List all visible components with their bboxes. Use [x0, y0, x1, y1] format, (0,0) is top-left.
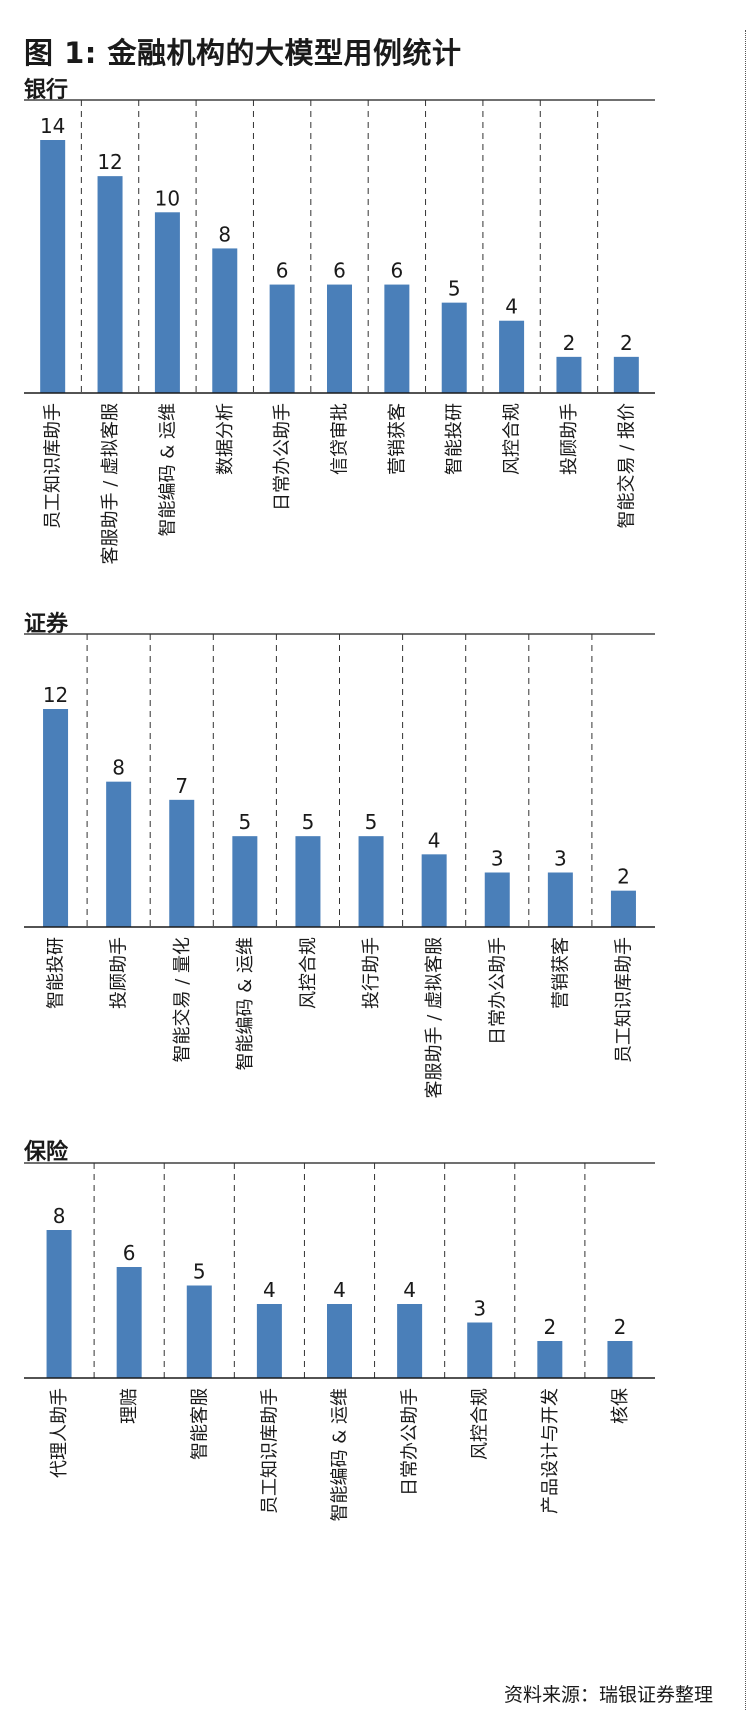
- source-note: 资料来源：瑞银证券整理: [503, 1684, 713, 1706]
- sec-bar: [421, 854, 447, 927]
- sec-bar: [295, 836, 321, 927]
- sec-value-label: 4: [428, 828, 441, 852]
- insurance-section-title: 保险: [24, 1140, 69, 1165]
- sec-value-label: 3: [491, 847, 504, 871]
- ins-category-label: 风控合规: [470, 1388, 491, 1460]
- bank-value-label: 6: [390, 259, 403, 283]
- ins-bar: [397, 1304, 423, 1378]
- bank-category-label: 客服助手 / 虚拟客服: [100, 403, 121, 565]
- bank-category-label: 信贷审批: [330, 403, 351, 475]
- ins-bar: [607, 1341, 633, 1378]
- sec-value-label: 5: [302, 810, 315, 834]
- bank-value-label: 8: [218, 222, 231, 246]
- bank-bar: [441, 302, 467, 393]
- sec-category-label: 营销获客: [550, 937, 571, 1009]
- ins-category-label: 代理人助手: [49, 1388, 70, 1478]
- ins-value-label: 4: [403, 1278, 416, 1302]
- sec-bar: [43, 709, 69, 927]
- sec-category-label: 智能交易 / 量化: [172, 937, 193, 1063]
- ins-bar: [46, 1230, 72, 1378]
- sec-category-label: 客服助手 / 虚拟客服: [424, 937, 445, 1099]
- sec-bar: [232, 836, 258, 927]
- sec-bar: [106, 781, 132, 927]
- sec-value-label: 3: [554, 847, 567, 871]
- bank-bar: [556, 356, 582, 393]
- sec-bar: [169, 799, 195, 927]
- ins-value-label: 2: [614, 1315, 627, 1339]
- bank-category-label: 投顾助手: [559, 403, 580, 475]
- bank-bar: [384, 284, 410, 393]
- bank-bar: [97, 176, 123, 393]
- securities-section-title: 证券: [24, 612, 69, 637]
- ins-category-label: 智能编码 & 运维: [330, 1388, 351, 1521]
- bank-section-title: 银行: [24, 78, 69, 103]
- ins-category-label: 理赔: [119, 1388, 140, 1424]
- ins-value-label: 8: [53, 1204, 66, 1228]
- bank-bar: [269, 284, 295, 393]
- sec-category-label: 风控合规: [298, 937, 319, 1009]
- sec-category-label: 投顾助手: [109, 937, 130, 1009]
- sec-value-label: 2: [617, 865, 630, 889]
- bank-category-label: 智能投研: [444, 403, 465, 475]
- ins-bar: [256, 1304, 282, 1378]
- bank-category-label: 员工知识库助手: [43, 403, 64, 529]
- bank-category-label: 日常办公助手: [272, 403, 293, 511]
- ins-value-label: 5: [193, 1260, 206, 1284]
- sec-category-label: 智能投研: [46, 937, 67, 1009]
- ins-category-label: 员工知识库助手: [259, 1388, 280, 1514]
- sec-bar: [484, 872, 510, 927]
- ins-bar: [537, 1341, 563, 1378]
- sec-category-label: 员工知识库助手: [613, 937, 634, 1063]
- bank-bar: [40, 140, 66, 393]
- bank-bar: [212, 248, 238, 393]
- sec-value-label: 5: [365, 810, 378, 834]
- bank-bar: [613, 356, 639, 393]
- bank-value-label: 4: [505, 295, 518, 319]
- bank-value-label: 10: [155, 186, 180, 210]
- sec-bar: [610, 890, 636, 927]
- bank-value-label: 2: [620, 331, 633, 355]
- ins-bar: [186, 1285, 212, 1378]
- ins-value-label: 3: [473, 1297, 486, 1321]
- bank-value-label: 12: [97, 150, 122, 174]
- ins-category-label: 核保: [610, 1388, 631, 1424]
- bank-bar: [154, 212, 180, 393]
- bank-category-label: 营销获客: [387, 403, 408, 475]
- bank-bar: [327, 284, 352, 393]
- ins-value-label: 4: [333, 1278, 346, 1302]
- ins-value-label: 4: [263, 1278, 276, 1302]
- right-border-divider: [745, 30, 746, 1710]
- ins-category-label: 智能客服: [189, 1388, 210, 1460]
- ins-bar: [467, 1322, 493, 1378]
- bank-value-label: 14: [40, 114, 65, 138]
- sec-value-label: 7: [175, 774, 188, 798]
- bank-value-label: 6: [333, 259, 346, 283]
- ins-value-label: 6: [123, 1241, 136, 1265]
- sec-value-label: 12: [43, 683, 68, 707]
- bank-category-label: 智能编码 & 运维: [157, 403, 178, 536]
- ins-category-label: 日常办公助手: [400, 1388, 421, 1496]
- sec-value-label: 8: [112, 756, 125, 780]
- sec-bar: [358, 836, 384, 927]
- bank-category-label: 智能交易 / 报价: [616, 403, 637, 529]
- bank-category-label: 风控合规: [502, 403, 523, 475]
- bank-value-label: 5: [448, 277, 461, 301]
- bank-bar: [499, 320, 525, 393]
- sec-bar: [547, 872, 573, 927]
- bank-value-label: 6: [276, 259, 289, 283]
- ins-bar: [116, 1267, 142, 1378]
- sec-category-label: 日常办公助手: [487, 937, 508, 1045]
- ins-category-label: 产品设计与开发: [540, 1388, 561, 1514]
- sec-value-label: 5: [238, 810, 251, 834]
- ins-value-label: 2: [543, 1315, 556, 1339]
- ins-bar: [327, 1304, 352, 1378]
- sec-category-label: 投行助手: [361, 937, 382, 1009]
- sec-category-label: 智能编码 & 运维: [235, 937, 256, 1070]
- page-title: 图 1: 金融机构的大模型用例统计: [24, 36, 462, 70]
- bank-category-label: 数据分析: [215, 403, 236, 475]
- bank-value-label: 2: [563, 331, 576, 355]
